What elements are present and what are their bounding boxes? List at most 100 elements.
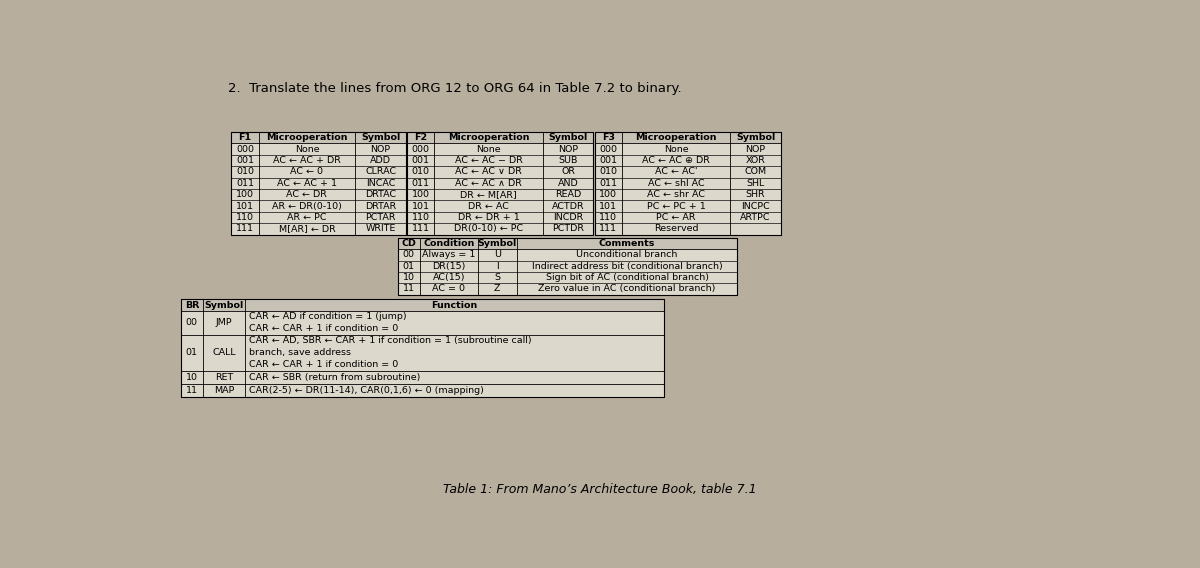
Text: COM: COM xyxy=(744,168,767,177)
Text: AC ← shl AC: AC ← shl AC xyxy=(648,179,704,188)
Text: Comments: Comments xyxy=(599,239,655,248)
Text: SUB: SUB xyxy=(558,156,578,165)
Text: Reserved: Reserved xyxy=(654,224,698,233)
Text: Microoperation: Microoperation xyxy=(448,133,529,142)
Text: Indirect address bit (conditional branch): Indirect address bit (conditional branch… xyxy=(532,262,722,271)
Text: 000: 000 xyxy=(600,145,618,154)
Text: READ: READ xyxy=(554,190,581,199)
Text: S: S xyxy=(494,273,500,282)
Text: 010: 010 xyxy=(412,168,430,177)
Text: INCAC: INCAC xyxy=(366,179,395,188)
Text: Sign bit of AC (conditional branch): Sign bit of AC (conditional branch) xyxy=(546,273,708,282)
Text: Unconditional branch: Unconditional branch xyxy=(576,250,678,260)
Text: 101: 101 xyxy=(412,202,430,211)
Text: ARTPC: ARTPC xyxy=(740,213,770,222)
Text: 000: 000 xyxy=(412,145,430,154)
Text: M[AR] ← DR: M[AR] ← DR xyxy=(278,224,335,233)
Text: Symbol: Symbol xyxy=(478,239,517,248)
Text: XOR: XOR xyxy=(745,156,766,165)
Text: F1: F1 xyxy=(239,133,252,142)
Text: NOP: NOP xyxy=(558,145,578,154)
Bar xyxy=(407,132,593,235)
Text: F3: F3 xyxy=(602,133,614,142)
Text: 011: 011 xyxy=(412,179,430,188)
Text: 111: 111 xyxy=(236,224,254,233)
Bar xyxy=(595,132,781,235)
Text: Microoperation: Microoperation xyxy=(636,133,716,142)
Text: NOP: NOP xyxy=(745,145,766,154)
Text: 001: 001 xyxy=(412,156,430,165)
Text: Table 1: From Mano’s Architecture Book, table 7.1: Table 1: From Mano’s Architecture Book, … xyxy=(443,483,756,496)
Bar xyxy=(398,238,738,295)
Text: ADD: ADD xyxy=(370,156,391,165)
Bar xyxy=(398,238,738,249)
Bar xyxy=(595,132,781,144)
Text: 101: 101 xyxy=(600,202,618,211)
Text: 10: 10 xyxy=(186,373,198,382)
Text: Microoperation: Microoperation xyxy=(266,133,348,142)
Bar xyxy=(232,132,406,235)
Text: 100: 100 xyxy=(236,190,254,199)
Text: F2: F2 xyxy=(414,133,427,142)
Bar xyxy=(595,132,781,235)
Text: CAR ← CAR + 1 if condition = 0: CAR ← CAR + 1 if condition = 0 xyxy=(250,360,398,369)
Text: AC ← 0: AC ← 0 xyxy=(290,168,324,177)
Text: OR: OR xyxy=(562,168,575,177)
Text: 101: 101 xyxy=(236,202,254,211)
Text: 01: 01 xyxy=(403,262,415,271)
Text: 011: 011 xyxy=(236,179,254,188)
Text: AC(15): AC(15) xyxy=(432,273,466,282)
Text: Condition: Condition xyxy=(424,239,474,248)
Text: DR ← AC: DR ← AC xyxy=(468,202,509,211)
Text: AC ← AC − DR: AC ← AC − DR xyxy=(455,156,523,165)
Text: 01: 01 xyxy=(186,348,198,357)
Text: 000: 000 xyxy=(236,145,254,154)
Text: 00: 00 xyxy=(186,319,198,327)
Text: SHL: SHL xyxy=(746,179,764,188)
Text: AR ← PC: AR ← PC xyxy=(287,213,326,222)
Text: 100: 100 xyxy=(600,190,618,199)
Text: CD: CD xyxy=(402,239,416,248)
Bar xyxy=(181,299,664,311)
Text: DRTAR: DRTAR xyxy=(365,202,396,211)
Text: BR: BR xyxy=(185,300,199,310)
Text: 001: 001 xyxy=(600,156,618,165)
Bar xyxy=(232,132,406,235)
Text: RET: RET xyxy=(215,373,233,382)
Text: DR ← M[AR]: DR ← M[AR] xyxy=(461,190,517,199)
Text: Symbol: Symbol xyxy=(204,300,244,310)
Text: 11: 11 xyxy=(403,285,415,294)
Text: Always = 1: Always = 1 xyxy=(422,250,475,260)
Text: NOP: NOP xyxy=(371,145,391,154)
Text: 010: 010 xyxy=(236,168,254,177)
Bar xyxy=(232,132,406,144)
Text: SHR: SHR xyxy=(746,190,766,199)
Text: AC ← AC + DR: AC ← AC + DR xyxy=(274,156,341,165)
Text: 111: 111 xyxy=(600,224,618,233)
Text: PCTDR: PCTDR xyxy=(552,224,584,233)
Bar xyxy=(181,299,664,396)
Text: 111: 111 xyxy=(412,224,430,233)
Text: U: U xyxy=(493,250,500,260)
Text: DRTAC: DRTAC xyxy=(365,190,396,199)
Text: CALL: CALL xyxy=(212,348,236,357)
Text: INCDR: INCDR xyxy=(553,213,583,222)
Text: DR(15): DR(15) xyxy=(432,262,466,271)
Text: 110: 110 xyxy=(236,213,254,222)
Text: Z: Z xyxy=(494,285,500,294)
Text: 00: 00 xyxy=(403,250,415,260)
Text: CLRAC: CLRAC xyxy=(365,168,396,177)
Text: Symbol: Symbol xyxy=(736,133,775,142)
Text: None: None xyxy=(295,145,319,154)
Text: AC ← AC ∧ DR: AC ← AC ∧ DR xyxy=(455,179,522,188)
Text: AND: AND xyxy=(558,179,578,188)
Text: CAR ← SBR (return from subroutine): CAR ← SBR (return from subroutine) xyxy=(250,373,420,382)
Text: INCPC: INCPC xyxy=(742,202,770,211)
Text: PCTAR: PCTAR xyxy=(365,213,396,222)
Text: JMP: JMP xyxy=(216,319,233,327)
Text: 010: 010 xyxy=(600,168,618,177)
Text: None: None xyxy=(664,145,689,154)
Text: ACTDR: ACTDR xyxy=(552,202,584,211)
Text: 110: 110 xyxy=(412,213,430,222)
Text: 011: 011 xyxy=(600,179,618,188)
